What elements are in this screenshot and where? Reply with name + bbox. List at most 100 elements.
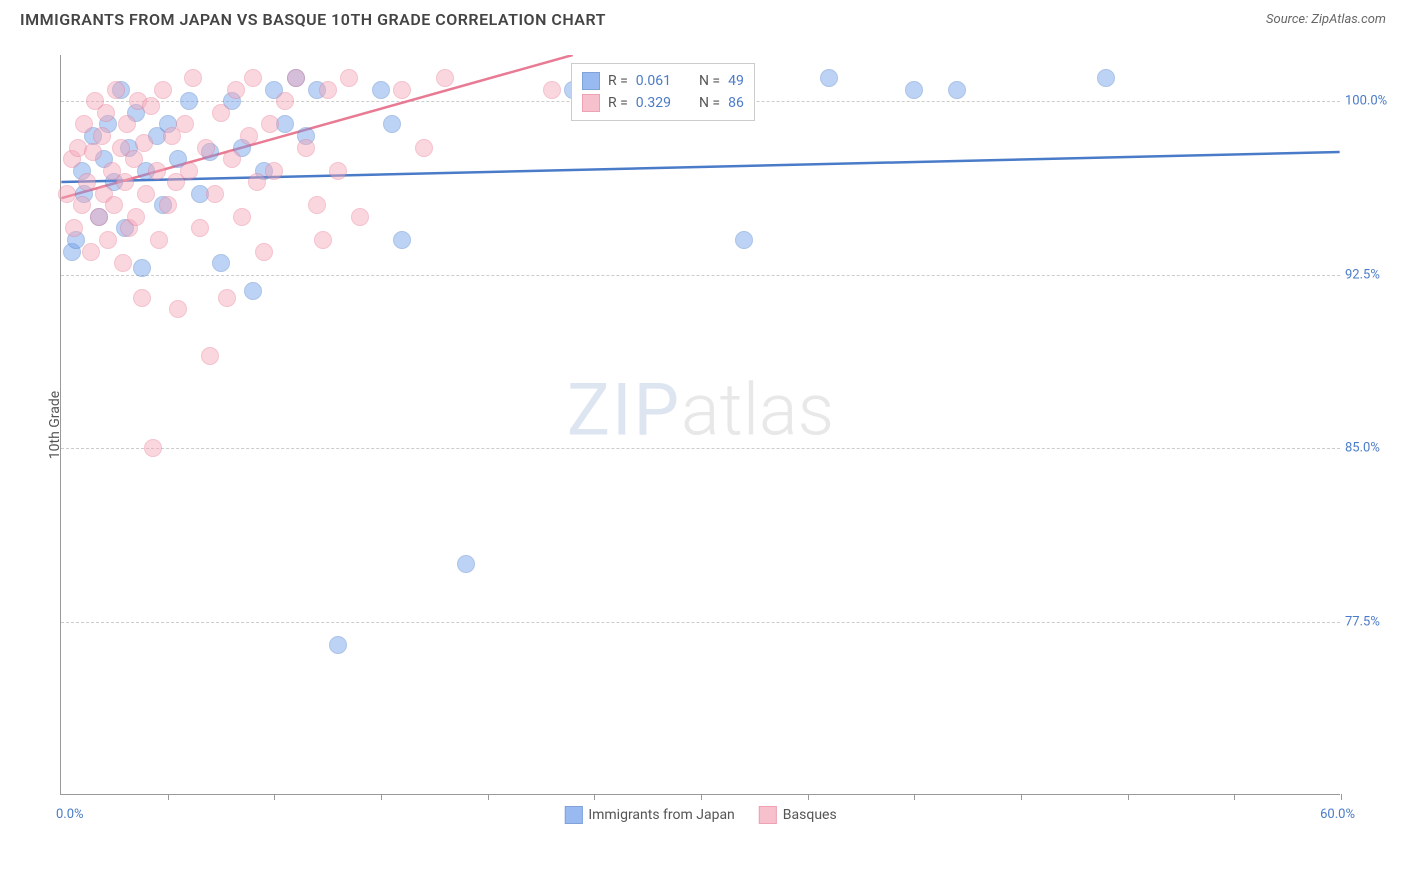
data-point (133, 289, 151, 307)
gridline (61, 275, 1340, 276)
data-point (393, 231, 411, 249)
data-point (159, 196, 177, 214)
gridline (61, 448, 1340, 449)
data-point (169, 300, 187, 318)
x-tick (1128, 794, 1129, 800)
data-point (265, 162, 283, 180)
data-point (133, 259, 151, 277)
legend-label-japan: Immigrants from Japan (588, 807, 734, 823)
watermark: ZIPatlas (567, 367, 834, 452)
data-point (905, 81, 923, 99)
data-point (176, 115, 194, 133)
legend-swatch (582, 72, 600, 90)
x-tick (594, 794, 595, 800)
data-point (457, 555, 475, 573)
data-point (308, 196, 326, 214)
data-point (543, 81, 561, 99)
data-point (82, 243, 100, 261)
data-point (75, 115, 93, 133)
y-tick-label: 92.5% (1345, 267, 1400, 282)
data-point (180, 92, 198, 110)
data-point (137, 185, 155, 203)
data-point (78, 173, 96, 191)
legend-swatch-basques (759, 806, 777, 824)
legend-n-label: N = (699, 73, 720, 89)
y-tick-label: 85.0% (1345, 441, 1400, 456)
y-tick-label: 77.5% (1345, 614, 1400, 629)
data-point (180, 162, 198, 180)
x-tick (168, 794, 169, 800)
x-tick (488, 794, 489, 800)
y-tick-label: 100.0% (1345, 94, 1400, 109)
data-point (212, 104, 230, 122)
watermark-part2: atlas (681, 367, 834, 452)
data-point (154, 81, 172, 99)
data-point (218, 289, 236, 307)
data-point (240, 127, 258, 145)
chart-title: IMMIGRANTS FROM JAPAN VS BASQUE 10TH GRA… (20, 10, 606, 29)
correlation-legend: R = 0.061 N = 49 R = 0.329 N = 86 (571, 63, 755, 121)
data-point (105, 196, 123, 214)
data-point (393, 81, 411, 99)
legend-r-label: R = (608, 73, 628, 89)
data-point (319, 81, 337, 99)
data-point (223, 150, 241, 168)
data-point (144, 439, 162, 457)
x-axis-min-label: 0.0% (56, 807, 84, 822)
data-point (116, 173, 134, 191)
x-tick (1021, 794, 1022, 800)
data-point (340, 69, 358, 87)
data-point (383, 115, 401, 133)
trend-lines (61, 55, 1340, 794)
data-point (107, 81, 125, 99)
data-point (948, 81, 966, 99)
legend-r-value: 0.061 (636, 73, 671, 89)
legend-row: R = 0.061 N = 49 (582, 70, 744, 92)
data-point (90, 208, 108, 226)
legend-n-value: 49 (728, 73, 744, 89)
data-point (244, 282, 262, 300)
data-point (314, 231, 332, 249)
data-point (118, 115, 136, 133)
legend-item-basques: Basques (759, 806, 837, 824)
data-point (191, 219, 209, 237)
data-point (415, 139, 433, 157)
data-point (297, 139, 315, 157)
x-tick (808, 794, 809, 800)
data-point (125, 150, 143, 168)
x-tick (701, 794, 702, 800)
x-axis-max-label: 60.0% (1320, 807, 1355, 822)
legend-swatch (582, 94, 600, 112)
data-point (372, 81, 390, 99)
data-point (114, 254, 132, 272)
legend-n-value: 86 (728, 95, 744, 111)
legend-label-basques: Basques (783, 807, 837, 823)
legend-row: R = 0.329 N = 86 (582, 92, 744, 114)
data-point (233, 208, 251, 226)
legend-n-label: N = (699, 95, 720, 111)
data-point (820, 69, 838, 87)
data-point (248, 173, 266, 191)
data-point (65, 219, 83, 237)
legend-swatch-japan (564, 806, 582, 824)
y-axis-title: 10th Grade (47, 390, 63, 458)
data-point (244, 69, 262, 87)
x-tick (274, 794, 275, 800)
data-point (197, 139, 215, 157)
data-point (255, 243, 273, 261)
data-point (329, 636, 347, 654)
legend-r-label: R = (608, 95, 628, 111)
source-label: Source: ZipAtlas.com (1266, 12, 1386, 27)
header: IMMIGRANTS FROM JAPAN VS BASQUE 10TH GRA… (0, 0, 1406, 39)
data-point (276, 92, 294, 110)
data-point (329, 162, 347, 180)
x-tick (381, 794, 382, 800)
data-point (127, 208, 145, 226)
gridline (61, 622, 1340, 623)
x-tick (914, 794, 915, 800)
series-legend: Immigrants from Japan Basques (564, 806, 836, 824)
legend-r-value: 0.329 (636, 95, 671, 111)
data-point (436, 69, 454, 87)
data-point (142, 97, 160, 115)
data-point (212, 254, 230, 272)
